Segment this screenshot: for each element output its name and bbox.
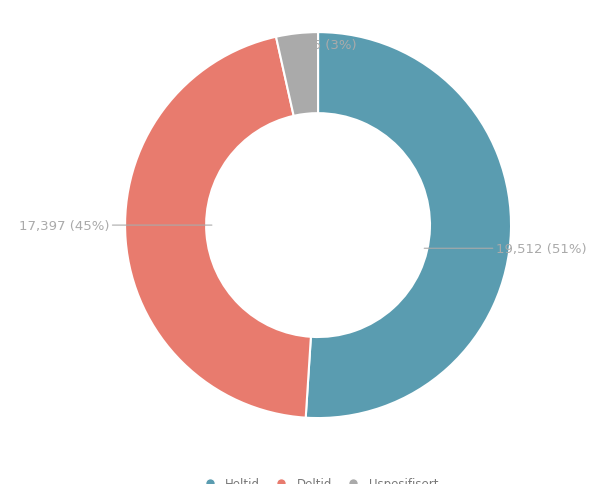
Wedge shape (276, 33, 318, 117)
Text: 1,336 (3%): 1,336 (3%) (283, 39, 357, 97)
Text: 17,397 (45%): 17,397 (45%) (19, 219, 212, 232)
Legend: Heltid, Deltid, Uspesifisert: Heltid, Deltid, Uspesifisert (193, 472, 443, 484)
Text: 19,512 (51%): 19,512 (51%) (424, 242, 586, 255)
Wedge shape (125, 38, 311, 418)
Wedge shape (306, 33, 511, 418)
